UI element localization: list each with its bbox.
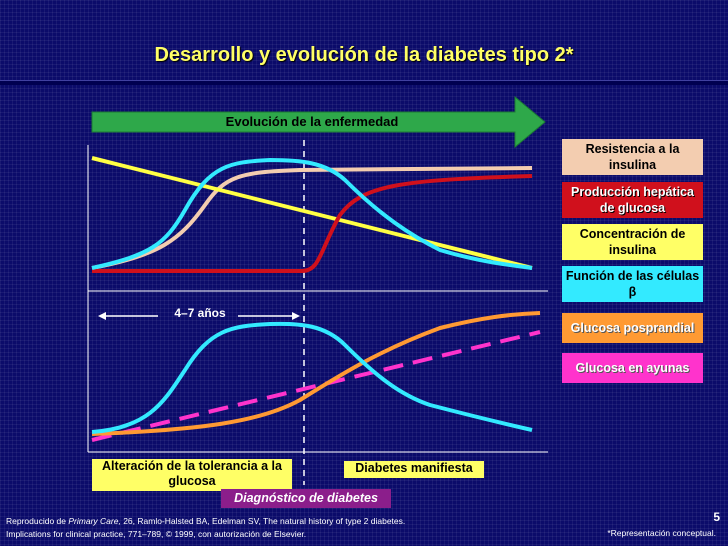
reference-line2: Implications for clinical practice, 771–… — [6, 529, 307, 539]
curve-concentracion-insulina — [91, 156, 533, 270]
reference-journal: Primary Care, — [68, 516, 121, 526]
legend-glucosa-posprandial: Glucosa posprandial — [562, 313, 703, 343]
reference-rest: 26, Ramlo-Halsted BA, Edelman SV, The na… — [120, 516, 406, 526]
title-divider — [0, 80, 728, 85]
legend-funcion-celulas-beta: Función de las células β — [562, 266, 703, 302]
curve-funcion-celulas-beta — [91, 157, 533, 270]
years-interval-label: 4–7 años — [174, 306, 226, 320]
legend-concentracion-insulina: Concentración de insulina — [562, 224, 703, 260]
legend-produccion-hepatica: Producción hepática de glucosa — [562, 182, 703, 218]
curve-produccion-hepatica — [92, 174, 533, 273]
slide-title: Desarrollo y evolución de la diabetes ti… — [154, 44, 574, 66]
label-diagnostico-diabetes: Diagnóstico de diabetes — [221, 489, 391, 508]
curve-resistencia-insulina — [91, 166, 533, 270]
legend-glucosa-ayunas: Glucosa en ayunas — [562, 353, 703, 383]
curve-glucosa-ayunas — [91, 330, 541, 442]
curve-glucosa-posprandial — [91, 311, 541, 436]
years-interval-arrow — [98, 312, 300, 320]
reference-prefix: Reproducido de — [6, 516, 69, 526]
conceptual-note: *Representación conceptual. — [607, 528, 716, 538]
label-diabetes-manifiesta: Diabetes manifiesta — [344, 461, 484, 478]
progression-arrow — [91, 95, 546, 149]
page-number: 5 — [713, 510, 720, 524]
reference-citation: Reproducido de Primary Care, 26, Ramlo-H… — [6, 515, 546, 541]
legend-resistencia-insulina: Resistencia a la insulina — [562, 139, 703, 175]
curve-funcion-celulas-beta-lower — [91, 321, 533, 434]
label-alteracion-tolerancia: Alteración de la tolerancia a la glucosa — [92, 459, 292, 491]
